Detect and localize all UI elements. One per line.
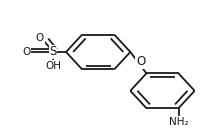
Text: OH: OH xyxy=(45,61,61,71)
Text: O: O xyxy=(23,47,31,57)
Text: O: O xyxy=(36,33,44,43)
Text: S: S xyxy=(50,46,57,59)
Text: O: O xyxy=(136,55,145,68)
Text: NH₂: NH₂ xyxy=(169,117,188,127)
